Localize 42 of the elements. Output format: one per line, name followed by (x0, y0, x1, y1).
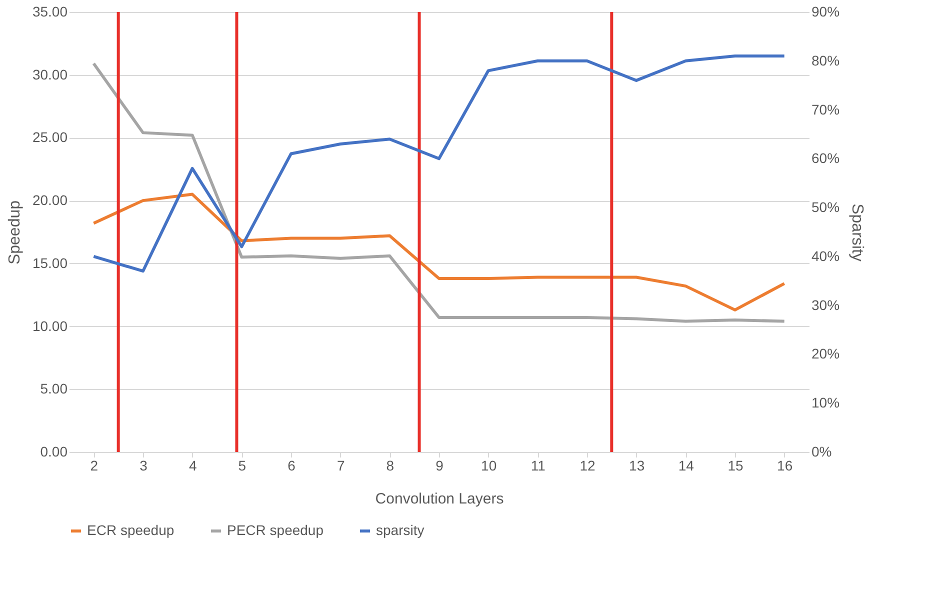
y-tick-label: 10.00 (32, 318, 68, 334)
line-series (92, 62, 786, 323)
legend-label: PECR speedup (227, 522, 324, 538)
y2-tick-label: 40% (812, 248, 840, 264)
x-tick-label: 2 (90, 458, 98, 474)
y-tick-label: 30.00 (32, 66, 68, 82)
legend-label: ECR speedup (87, 522, 174, 538)
line-series (92, 192, 786, 312)
y2-tick-label: 70% (812, 101, 840, 118)
legend-label: sparsity (376, 522, 424, 538)
y-tick-label: 35.00 (32, 4, 68, 20)
y2-tick-label: 60% (812, 150, 840, 166)
y2-tick-label: 80% (812, 52, 840, 68)
x-tick-label: 3 (140, 458, 148, 474)
x-tick-label: 10 (481, 458, 497, 474)
x-tick-label: 15 (728, 458, 744, 474)
x-tick-label: 13 (629, 458, 645, 474)
y2-tick-label: 0% (812, 444, 832, 460)
y-tick-label: 20.00 (32, 192, 68, 208)
y2-tick-label: 10% (812, 394, 840, 411)
y-tick-label: 25.00 (32, 129, 68, 146)
y-tick-label: 5.00 (40, 380, 68, 397)
x-tick-label: 12 (580, 458, 596, 474)
y2-tick-label: 20% (812, 346, 840, 362)
y2-axis-title: Sparsity (848, 204, 866, 262)
y2-tick-label: 30% (812, 296, 840, 313)
y2-tick-label: 50% (812, 199, 840, 216)
line-series (92, 54, 786, 273)
y-tick-label: 15.00 (32, 254, 68, 271)
x-tick-label: 5 (238, 458, 246, 474)
x-tick-label: 9 (436, 458, 444, 474)
y-tick-label: 0.00 (40, 444, 68, 460)
x-tick-label: 6 (288, 458, 296, 474)
x-tick-label: 16 (777, 458, 793, 474)
x-tick-label: 8 (386, 458, 394, 474)
x-tick-label: 11 (530, 458, 546, 474)
x-tick-label: 4 (188, 458, 197, 474)
x-axis-title: Convolution Layers (375, 490, 504, 508)
y-axis-title: Speedup (6, 200, 24, 265)
x-tick-label: 14 (678, 458, 694, 474)
y2-tick-label: 90% (812, 4, 840, 20)
x-tick-label: 7 (336, 458, 345, 474)
